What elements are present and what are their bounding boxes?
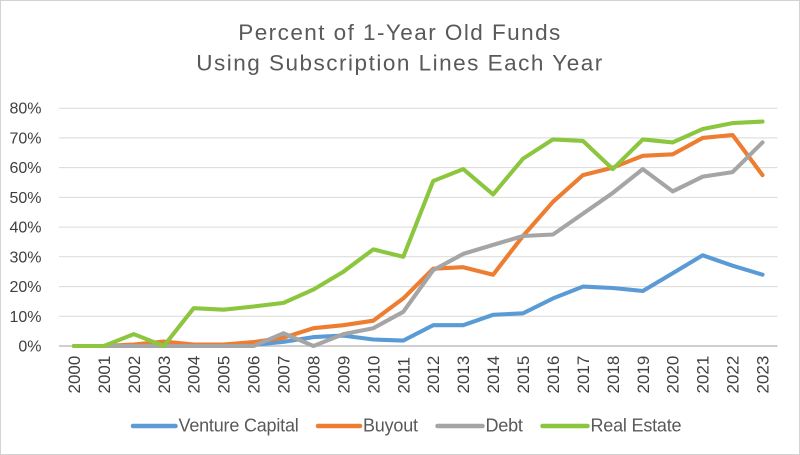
svg-text:2004: 2004: [185, 356, 204, 394]
svg-text:2006: 2006: [245, 356, 264, 394]
svg-text:2005: 2005: [215, 356, 234, 394]
svg-text:2022: 2022: [724, 356, 743, 394]
svg-text:2014: 2014: [484, 356, 503, 394]
svg-text:2018: 2018: [604, 356, 623, 394]
svg-text:2017: 2017: [574, 356, 593, 394]
svg-text:0%: 0%: [18, 339, 41, 356]
svg-text:2008: 2008: [305, 356, 324, 394]
svg-text:2023: 2023: [754, 356, 773, 394]
svg-text:80%: 80%: [9, 101, 41, 118]
svg-text:60%: 60%: [9, 160, 41, 177]
svg-text:2016: 2016: [544, 356, 563, 394]
svg-text:2020: 2020: [664, 356, 683, 394]
svg-text:2013: 2013: [454, 356, 473, 394]
svg-text:2003: 2003: [155, 356, 174, 394]
svg-text:50%: 50%: [9, 190, 41, 207]
svg-text:Real Estate: Real Estate: [591, 416, 682, 436]
svg-text:Debt: Debt: [486, 416, 523, 436]
svg-text:2002: 2002: [125, 356, 144, 394]
svg-text:2009: 2009: [334, 356, 353, 394]
svg-text:2012: 2012: [424, 356, 443, 394]
svg-text:2011: 2011: [394, 357, 413, 394]
svg-text:70%: 70%: [9, 130, 41, 147]
svg-text:2015: 2015: [514, 356, 533, 394]
svg-text:Buyout: Buyout: [363, 416, 418, 436]
svg-text:2010: 2010: [364, 356, 383, 394]
svg-text:2000: 2000: [65, 356, 84, 394]
svg-text:2007: 2007: [275, 356, 294, 394]
svg-text:2001: 2001: [95, 356, 114, 394]
svg-text:2021: 2021: [694, 356, 713, 394]
svg-text:40%: 40%: [9, 220, 41, 237]
svg-text:Venture Capital: Venture Capital: [179, 416, 299, 436]
svg-text:2019: 2019: [634, 356, 653, 394]
svg-text:20%: 20%: [9, 279, 41, 296]
svg-text:30%: 30%: [9, 249, 41, 266]
svg-text:Percent of 1-Year Old Funds: Percent of 1-Year Old Funds: [238, 20, 561, 45]
svg-text:Using Subscription Lines Each: Using Subscription Lines Each Year: [196, 51, 603, 76]
svg-text:10%: 10%: [9, 309, 41, 326]
